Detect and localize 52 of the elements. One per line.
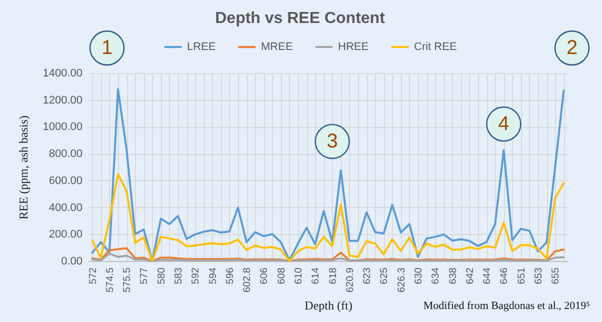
x-tick-label: 642 xyxy=(464,267,476,284)
annotation: 3 xyxy=(326,130,338,152)
x-tick-label: 572 xyxy=(88,267,99,284)
x-tick-label: 623 xyxy=(362,267,374,284)
text: Modified from Bagdonas et al., 2019⁵ xyxy=(423,300,590,312)
x-tick-label: 634 xyxy=(430,267,442,284)
line-series xyxy=(91,172,565,262)
x-tick-label: 626.3 xyxy=(396,267,408,293)
x-tick-label: 620.9 xyxy=(344,267,356,293)
x-tick-label: 577 xyxy=(139,267,150,284)
x-tick-label: 592 xyxy=(190,267,202,284)
y-tick-label: 400.00 xyxy=(48,202,82,214)
line-series xyxy=(91,252,565,262)
x-tick-label: 653 xyxy=(534,267,544,284)
y-axis-title: REE (ppm, ash basis) xyxy=(16,116,31,220)
line-series xyxy=(91,88,565,262)
x-tick-label: 602.8 xyxy=(242,267,254,293)
x-tick-label: 583 xyxy=(174,267,184,284)
y-tick-label: 1000.00 xyxy=(42,121,82,134)
legend-label: MREE xyxy=(261,41,293,53)
x-tick-label: 646 xyxy=(499,267,510,284)
y-tick-label: 1400.00 xyxy=(42,68,82,80)
y-tick-label: 1200.00 xyxy=(42,94,82,106)
x-tick-label: 655 xyxy=(550,267,562,284)
x-tick-label: 608 xyxy=(276,267,288,284)
x-tick-label: 614 xyxy=(310,267,322,284)
x-tick-label: 580 xyxy=(156,267,168,284)
x-tick-label: 575.5 xyxy=(122,267,134,293)
x-tick-label: 610 xyxy=(294,267,304,284)
x-tick-label: 638 xyxy=(448,267,459,284)
y-tick-label: 200.00 xyxy=(48,228,82,241)
x-tick-label: 574.5 xyxy=(104,267,116,293)
chart-title: Depth vs REE Content xyxy=(215,10,386,27)
text: 2 xyxy=(566,37,578,59)
x-tick-label: 625 xyxy=(379,267,390,284)
x-tick-label: 618 xyxy=(328,267,339,284)
legend-label: HREE xyxy=(338,41,369,53)
legend-label: LREE xyxy=(187,41,216,53)
text: 1 xyxy=(101,37,113,59)
x-tick-label: 651 xyxy=(516,267,528,284)
x-tick-label: 644 xyxy=(482,267,494,284)
x-tick-label: 630 xyxy=(414,267,424,284)
x-tick-label: 594 xyxy=(208,267,219,284)
x-axis-title: Depth (ft) xyxy=(304,298,352,313)
line-series xyxy=(91,247,565,262)
x-tick-label: 606 xyxy=(259,267,270,284)
y-tick-label: 0.00 xyxy=(61,256,82,268)
legend-label: Crit REE xyxy=(414,41,457,53)
y-tick-label: 600.00 xyxy=(48,174,82,187)
annotation: 4 xyxy=(498,113,510,136)
x-tick-label: 596 xyxy=(224,267,236,284)
y-tick-label: 800.00 xyxy=(48,148,82,160)
